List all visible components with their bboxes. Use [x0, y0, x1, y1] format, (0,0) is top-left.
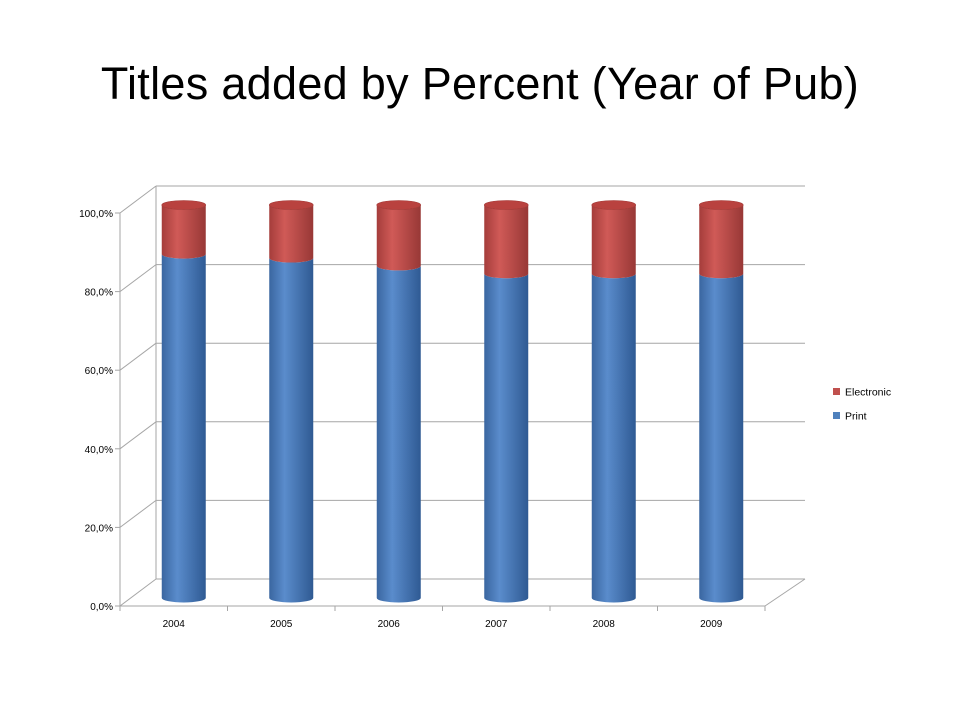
bar-top-2008: [591, 200, 637, 210]
bar-top-2006: [376, 200, 422, 210]
axes-layer: [115, 185, 806, 611]
legend-label-print: Print: [845, 411, 867, 423]
legend-label-electronic: Electronic: [845, 387, 891, 399]
y-tick-label: 60,0%: [85, 366, 113, 377]
legend-swatch-print: [833, 412, 840, 419]
x-tick-label: 2006: [378, 619, 401, 630]
bar-segment-electronic-2004: [161, 205, 206, 259]
x-tick-label: 2009: [700, 619, 723, 630]
x-tick-label: 2004: [163, 619, 186, 630]
slide-title: Titles added by Percent (Year of Pub): [100, 58, 860, 109]
gridline-side: [119, 499, 157, 528]
gridline-side: [119, 578, 157, 607]
y-tick-label: 80,0%: [85, 288, 113, 299]
bar-top-2005: [268, 200, 314, 210]
labels-layer: 0,0% 20,0% 40,0% 60,0% 80,0% 100,0% 2004 2005 20…: [79, 209, 723, 630]
x-tick-label: 2008: [593, 619, 616, 630]
bar-group-2004: [161, 200, 207, 603]
bar-segment-print-2006: [376, 265, 421, 603]
gridline-side: [119, 421, 157, 450]
bar-segment-print-2009: [699, 273, 744, 603]
floor-edge: [764, 578, 806, 607]
x-tick-label: 2005: [270, 619, 293, 630]
bar-group-2009: [698, 200, 744, 603]
bar-segment-electronic-2009: [699, 205, 744, 279]
bar-group-2007: [483, 200, 529, 603]
y-tick-label: 0,0%: [90, 602, 113, 613]
bar-segment-electronic-2005: [269, 205, 314, 263]
bar-top-2004: [161, 200, 207, 210]
gridline-side: [119, 264, 157, 293]
gridline-side: [119, 185, 157, 214]
y-tick-label: 40,0%: [85, 445, 113, 456]
bar-segment-print-2008: [591, 273, 636, 603]
x-tick-label: 2007: [485, 619, 508, 630]
bar-segment-electronic-2008: [591, 205, 636, 279]
bar-group-2008: [591, 200, 637, 603]
bar-segment-print-2004: [161, 254, 206, 603]
gridline-side: [119, 342, 157, 371]
bar-top-2007: [483, 200, 529, 210]
bar-group-2005: [268, 200, 314, 603]
bar-group-2006: [376, 200, 422, 603]
bar-top-2009: [698, 200, 744, 210]
legend: Electronic Print: [833, 387, 891, 423]
bar-segment-print-2005: [269, 258, 314, 603]
bar-segment-electronic-2006: [376, 205, 421, 271]
bars-layer: [161, 200, 744, 603]
y-tick-label: 100,0%: [79, 209, 113, 220]
legend-swatch-electronic: [833, 388, 840, 395]
y-tick-label: 20,0%: [85, 523, 113, 534]
bar-segment-print-2007: [484, 273, 529, 603]
bar-segment-electronic-2007: [484, 205, 529, 279]
